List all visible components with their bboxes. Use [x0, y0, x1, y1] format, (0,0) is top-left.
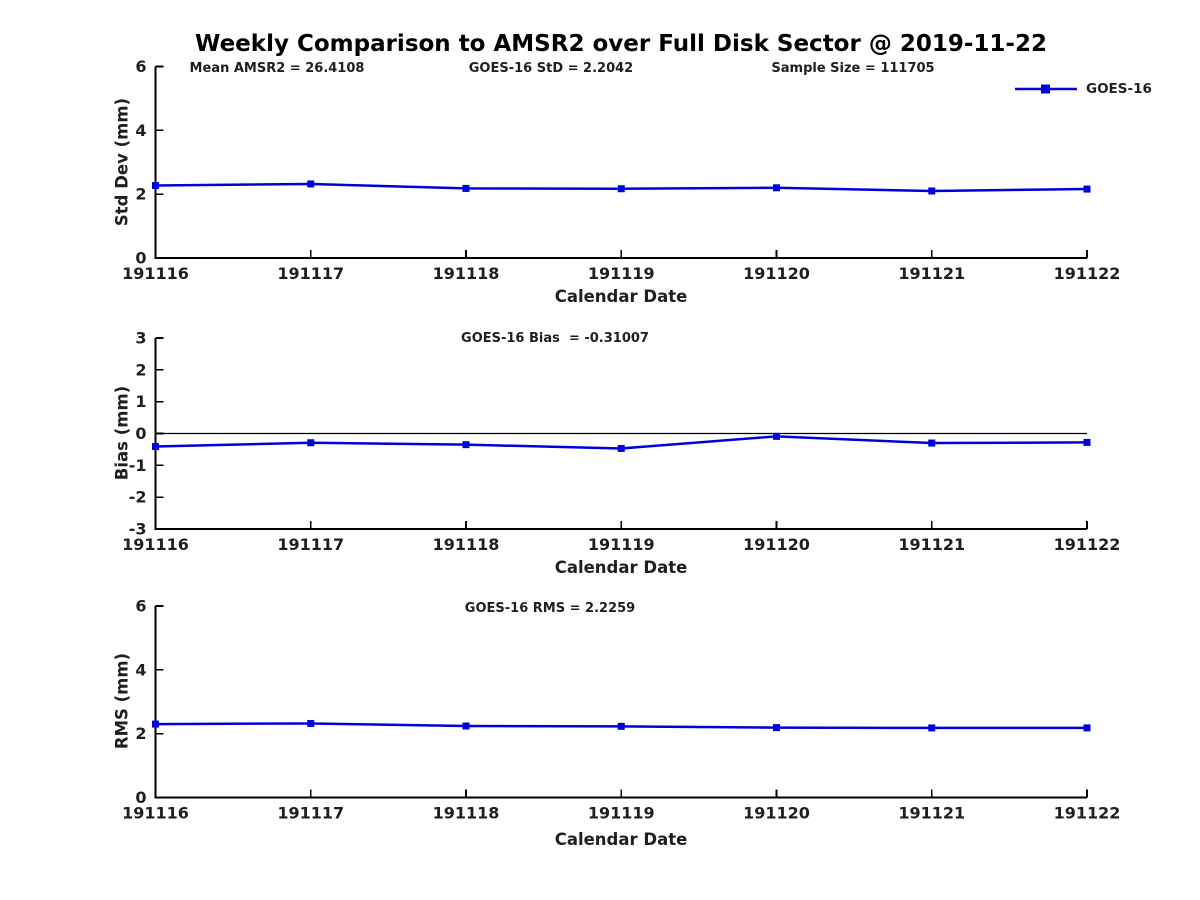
data-point-marker: [1083, 724, 1091, 732]
xlabel-calendar-date-1: Calendar Date: [554, 287, 688, 306]
y-tick-label: -1: [129, 456, 147, 475]
x-tick-label: 191120: [743, 264, 810, 283]
annotation-goes16-std: GOES-16 StD = 2.2042: [468, 61, 634, 76]
y-tick-label: 0: [135, 249, 146, 268]
data-point-marker: [617, 444, 625, 452]
y-tick-label: 2: [135, 360, 146, 379]
data-point-marker: [1083, 438, 1091, 446]
annotation-sample-size: Sample Size = 111705: [771, 61, 935, 76]
xlabel-calendar-date-2: Calendar Date: [554, 558, 688, 577]
figure-title: Weekly Comparison to AMSR2 over Full Dis…: [195, 31, 1047, 57]
y-tick-label: 0: [135, 424, 146, 443]
x-tick-label: 191121: [898, 264, 965, 283]
x-tick-label: 191118: [433, 264, 500, 283]
data-point-marker: [462, 184, 470, 192]
x-tick-label: 191118: [433, 804, 500, 823]
plot-rms: 0 2 4 6 191116 191117 191118 191119 191120 191121…: [122, 597, 1120, 823]
y-tick-label: 4: [135, 660, 146, 679]
y-tick-label: 3: [135, 329, 146, 348]
data-point-marker: [928, 187, 936, 195]
x-tick-label: 191116: [122, 264, 189, 283]
axes-lines: [154, 606, 1087, 799]
x-tick-label: 191117: [277, 535, 344, 554]
x-tick-label: 191116: [122, 804, 189, 823]
y-tick-label: 2: [135, 185, 146, 204]
data-point-marker: [307, 180, 315, 188]
x-tick-label: 191119: [588, 535, 655, 554]
data-point-marker: [307, 439, 315, 447]
data-point-marker: [773, 184, 780, 192]
x-tick-label: 191117: [277, 804, 344, 823]
data-point-marker: [617, 185, 625, 193]
data-point-marker: [928, 439, 936, 447]
data-point-marker: [462, 441, 470, 449]
x-tick-label: 191116: [122, 535, 189, 554]
data-point-marker: [928, 724, 936, 732]
annotation-goes16-rms: GOES-16 RMS = 2.2259: [464, 601, 636, 616]
plot-bias: -3 -2 -1 0 1 2 3 191116 191117 191118 191119 191120…: [122, 329, 1120, 555]
y-tick-label: -2: [129, 488, 147, 507]
annotation-mean-amsr2: Mean AMSR2 = 26.4108: [189, 61, 365, 76]
x-tick-label: 191119: [588, 264, 655, 283]
annotation-goes16-bias: GOES-16 Bias = -0.31007: [461, 331, 649, 346]
data-point-marker: [773, 724, 780, 732]
data-point-marker: [617, 722, 625, 730]
data-point-marker: [152, 443, 159, 451]
data-point-marker: [307, 719, 315, 727]
data-point-marker: [462, 722, 470, 730]
x-tick-label: 191122: [1054, 804, 1121, 823]
y-tick-label: 2: [135, 724, 146, 743]
x-tick-label: 191118: [433, 535, 500, 554]
axes-lines: [154, 66, 1087, 259]
plot-std-dev: 0 2 4 6 191116 191117 191118 191119 191120 191121…: [122, 57, 1120, 283]
y-tick-label: 4: [135, 121, 146, 140]
x-tick-label: 191122: [1054, 264, 1121, 283]
y-tick-label: 0: [135, 788, 146, 807]
data-point-marker: [152, 720, 159, 728]
x-tick-label: 191121: [898, 535, 965, 554]
legend-label: GOES-16: [1086, 81, 1152, 97]
data-point-marker: [152, 182, 159, 190]
data-point-marker: [773, 432, 780, 440]
y-tick-label: -3: [129, 520, 147, 539]
legend: GOES-16: [1014, 81, 1152, 97]
y-tick-label: 6: [135, 597, 146, 616]
y-tick-label: 1: [135, 392, 146, 411]
x-tick-label: 191120: [743, 535, 810, 554]
x-tick-label: 191122: [1054, 535, 1121, 554]
x-tick-label: 191120: [743, 804, 810, 823]
x-tick-label: 191121: [898, 804, 965, 823]
legend-line-marker-icon: [1015, 84, 1077, 94]
x-tick-label: 191117: [277, 264, 344, 283]
data-point-marker: [1083, 185, 1091, 193]
y-tick-label: 6: [135, 57, 146, 76]
xlabel-calendar-date-3: Calendar Date: [554, 830, 688, 849]
x-tick-label: 191119: [588, 804, 655, 823]
